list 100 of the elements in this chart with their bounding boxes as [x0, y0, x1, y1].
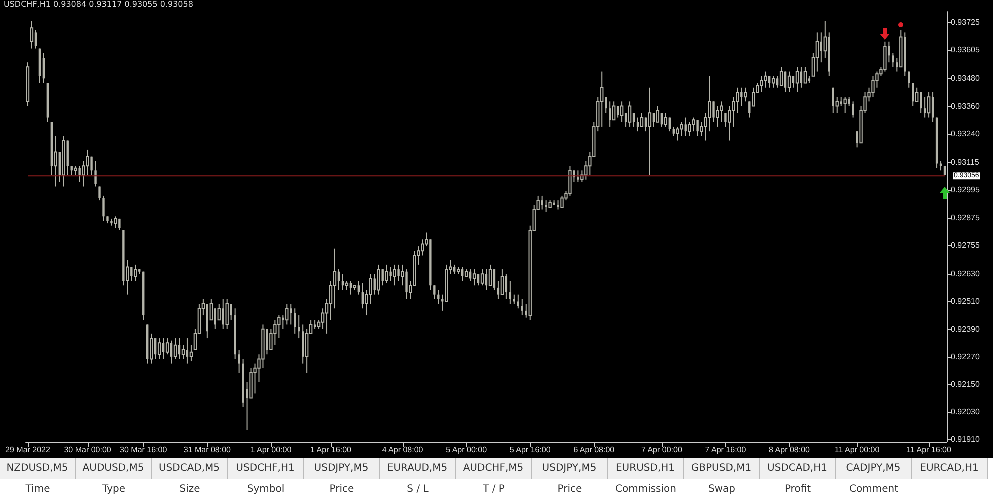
candlestick	[342, 274, 344, 291]
text: Commission	[614, 483, 678, 497]
candlestick	[286, 304, 289, 326]
candlestick	[186, 338, 189, 364]
y-tick-label: 0.92995	[951, 186, 980, 195]
candlestick	[350, 280, 352, 296]
text: T / P	[482, 483, 506, 497]
candlestick	[744, 87, 748, 102]
x-tick-label: 7 Apr 16:00	[705, 446, 747, 454]
candlestick	[345, 280, 349, 291]
x-tick-label: 30 Mar 16:00	[120, 446, 168, 454]
candlestick	[660, 112, 664, 128]
candlestick	[358, 280, 360, 296]
candlestick	[628, 101, 632, 128]
candlestick	[298, 315, 300, 340]
candlestick	[82, 160, 86, 188]
text: NZDUSD,M5	[0, 458, 76, 479]
x-tick-label: 5 Apr 00:00	[446, 446, 488, 454]
candlestick	[776, 76, 779, 88]
text: USDCAD,M5	[152, 458, 228, 479]
candlestick	[640, 112, 644, 128]
candlestick	[780, 66, 784, 86]
candlestick	[676, 126, 680, 142]
y-tick-label: 0.93605	[951, 45, 980, 54]
text: GBPUSD,M1	[684, 458, 760, 479]
candlestick	[505, 274, 508, 300]
candlestick	[480, 269, 484, 286]
candlestick	[700, 122, 704, 137]
text: USDCAD,H1	[760, 458, 836, 479]
y-tick-label: 0.93725	[951, 18, 980, 27]
candlestick	[664, 112, 668, 128]
candlestick	[600, 71, 604, 128]
x-tick-label: 5 Apr 16:00	[510, 446, 552, 454]
candlestick	[493, 269, 496, 291]
candlestick	[134, 264, 138, 282]
candlestick	[393, 264, 396, 286]
x-tick-label: 11 Apr 00:00	[834, 446, 880, 454]
candlestick	[844, 96, 847, 114]
candlestick	[30, 20, 34, 50]
candlestick	[438, 290, 440, 305]
candlestick	[170, 340, 173, 364]
candlestick	[385, 264, 388, 284]
x-tick-label: 8 Apr 08:00	[769, 446, 811, 454]
text: Type	[102, 483, 126, 497]
candlestick	[182, 344, 186, 360]
candlestick	[74, 166, 78, 176]
candlestick	[461, 266, 464, 282]
candlestick	[764, 71, 768, 88]
candlestick	[652, 112, 656, 128]
y-tick-label: 0.92030	[951, 408, 980, 417]
text: Swap	[707, 483, 736, 497]
candlestick	[924, 96, 926, 118]
text: Price	[328, 483, 356, 497]
text: USDCHF,H1	[228, 458, 304, 479]
candlestick	[477, 274, 480, 286]
candlestick	[114, 216, 118, 229]
y-tick-label: 0.92755	[951, 240, 980, 250]
candlestick	[166, 338, 170, 356]
candlestick	[788, 71, 792, 93]
candlestick	[668, 117, 671, 132]
x-tick-label: 1 Apr 00:00	[250, 446, 292, 454]
candlestick	[636, 117, 640, 132]
candlestick	[920, 92, 922, 114]
y-tick-label: 0.93360	[951, 102, 980, 111]
candlestick	[680, 122, 684, 137]
candlestick	[609, 101, 612, 128]
candlestick	[238, 350, 240, 374]
text: Symbol	[246, 483, 286, 497]
candlestick	[784, 71, 787, 93]
candlestick	[736, 87, 740, 114]
candlestick	[42, 52, 46, 84]
candlestick	[369, 274, 372, 305]
candlestick	[500, 269, 504, 296]
candlestick	[488, 264, 492, 286]
candlestick	[434, 285, 436, 300]
y-tick-label: 0.92510	[951, 297, 980, 306]
candlestick	[692, 117, 696, 132]
candlestick	[102, 195, 105, 222]
text: Time	[24, 483, 52, 497]
text: EURUSD,H1	[608, 458, 684, 479]
candlestick	[688, 122, 692, 137]
candlestick	[852, 101, 854, 118]
text: Comment	[848, 483, 900, 497]
text: USDJPY,M5	[532, 458, 608, 479]
candlestick	[34, 30, 38, 50]
candlestick	[772, 76, 776, 88]
candlestick	[472, 269, 476, 286]
x-tick-label: 11 Apr 16:00	[906, 446, 952, 454]
text: AUDUSD,M5	[76, 458, 152, 479]
text: EURCAD,H1	[912, 458, 988, 479]
candlestick	[927, 92, 931, 118]
text: S / L	[406, 483, 430, 497]
candlestick	[720, 101, 724, 123]
text: CADJPY,M5	[836, 458, 912, 479]
candlestick	[509, 280, 512, 305]
y-tick-label: 0.91910	[951, 435, 980, 444]
candlestick	[190, 344, 194, 362]
text: Profit	[784, 483, 812, 497]
text: USDJPY,M5	[304, 458, 380, 479]
text: Size	[178, 483, 202, 497]
